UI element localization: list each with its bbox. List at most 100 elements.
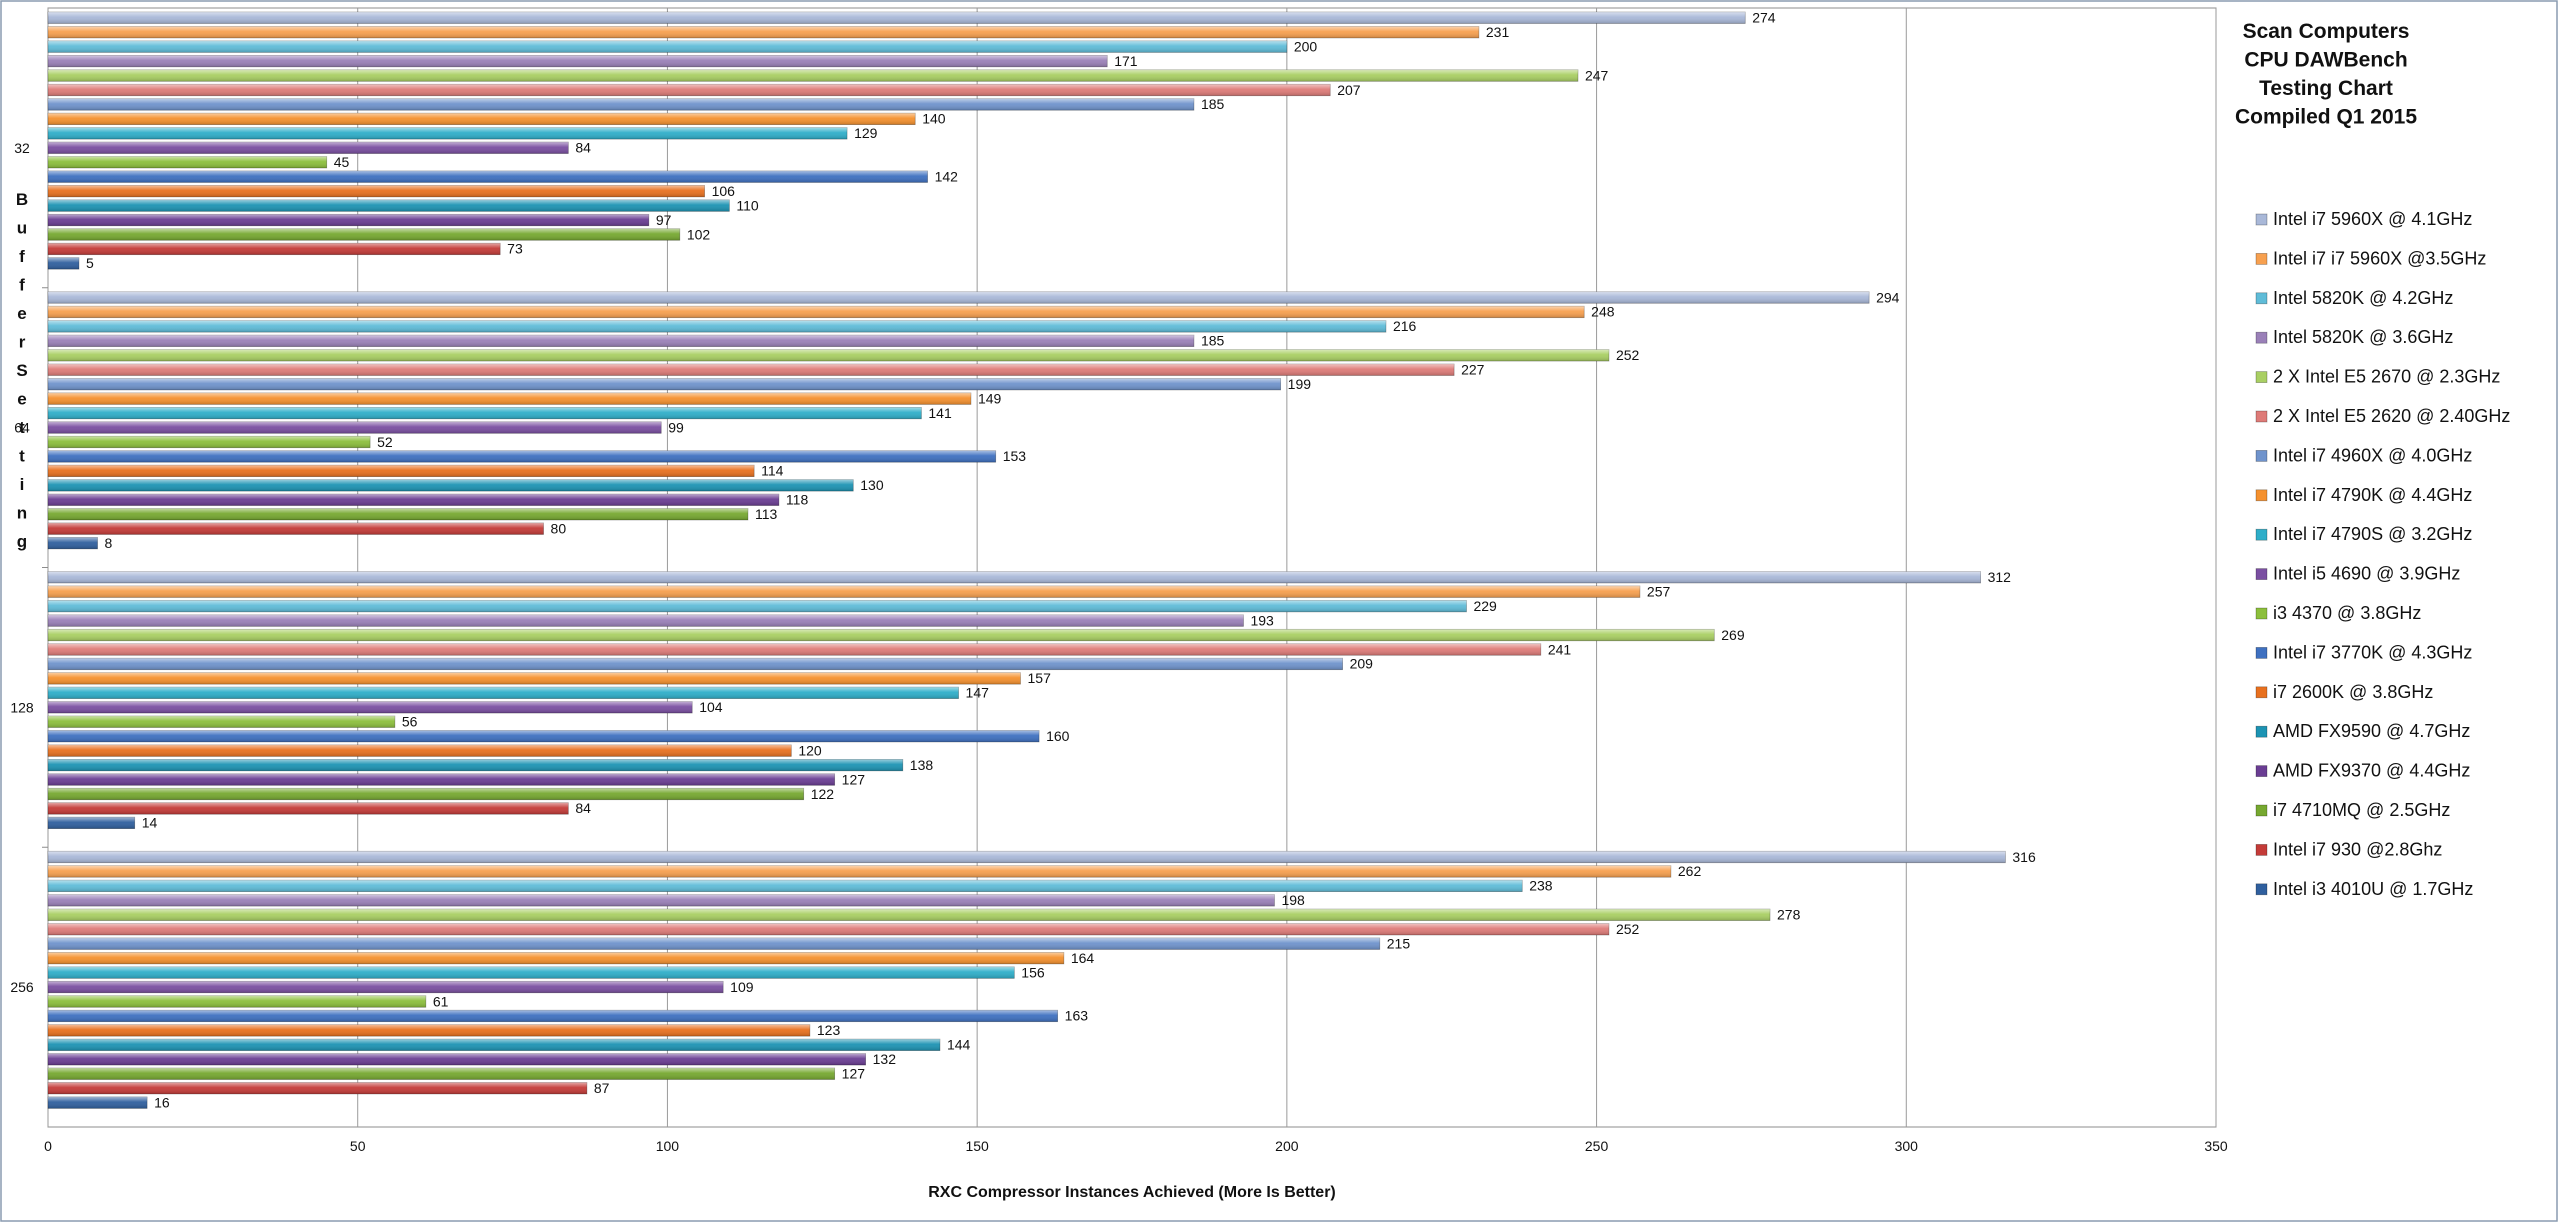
category-label: 128 (10, 699, 34, 715)
data-label: 130 (860, 477, 884, 493)
data-label: 56 (402, 714, 418, 730)
legend-swatch (2255, 213, 2268, 226)
bar-highlight (48, 320, 1386, 333)
data-label: 207 (1337, 82, 1361, 98)
data-label: 227 (1461, 362, 1485, 378)
data-label: 312 (1988, 569, 2012, 585)
data-label: 316 (2012, 849, 2036, 865)
y-axis-label-letter: B (16, 190, 28, 209)
bar-highlight (48, 69, 1578, 82)
legend-swatch (2255, 765, 2268, 777)
bar-highlight (48, 142, 569, 154)
y-axis-label-letter: n (17, 504, 27, 523)
bar (47, 730, 1040, 743)
data-label: 252 (1616, 347, 1640, 363)
data-label: 200 (1294, 38, 1318, 54)
data-label: 84 (575, 800, 591, 816)
legend-label: i7 2600K @ 3.8GHz (2273, 682, 2433, 702)
y-axis-label-letter: r (19, 333, 26, 352)
bar (47, 865, 1672, 878)
bar-highlight (48, 257, 79, 270)
data-label: 238 (1529, 878, 1553, 894)
data-label: 52 (377, 434, 393, 450)
data-label: 102 (687, 226, 711, 242)
legend-item: Intel i7 4790K @ 4.4GHz (2255, 485, 2472, 505)
title-line: Scan Computers (2243, 20, 2410, 43)
legend-swatch (2255, 686, 2268, 699)
data-label: 252 (1616, 921, 1640, 937)
y-axis-label-letter: u (17, 219, 27, 238)
bar (47, 1082, 588, 1095)
bar (47, 349, 1610, 362)
y-axis-label-letter: t (19, 418, 25, 437)
bar (47, 11, 1746, 24)
bar (47, 479, 854, 492)
bar-highlight (48, 614, 1244, 627)
bar-highlight (48, 952, 1064, 964)
bar (47, 291, 1870, 304)
bar (47, 894, 1275, 907)
legend-swatch (2255, 331, 2268, 344)
bar (47, 1024, 811, 1037)
legend-swatch (2255, 568, 2268, 580)
legend-swatch (2255, 450, 2268, 462)
bar (47, 537, 98, 550)
bar-highlight (48, 788, 804, 800)
bar-highlight (48, 1096, 148, 1109)
legend-swatch (2255, 371, 2268, 383)
legend-item: Intel 5820K @ 4.2GHz (2255, 288, 2453, 308)
data-label: 198 (1281, 892, 1305, 908)
bar (47, 407, 922, 420)
bar (47, 26, 1480, 39)
data-label: 14 (142, 815, 158, 831)
legend-swatch (2255, 844, 2268, 856)
bar-highlight (48, 1024, 810, 1037)
bar (47, 378, 1282, 391)
bar-highlight (48, 923, 1609, 935)
bar (47, 643, 1542, 656)
bar (47, 334, 1195, 347)
bar-highlight (48, 349, 1609, 362)
legend-swatch (2255, 647, 2268, 659)
bar (47, 464, 755, 477)
legend-label: Intel 5820K @ 3.6GHz (2273, 327, 2453, 347)
bar (47, 980, 724, 994)
x-tick-label: 100 (656, 1138, 680, 1154)
data-label: 248 (1591, 304, 1615, 320)
data-label: 274 (1752, 10, 1776, 26)
bar-highlight (48, 687, 959, 699)
data-label: 215 (1387, 935, 1411, 951)
bar (47, 773, 836, 786)
y-axis-label-letter: f (19, 247, 25, 266)
bar-highlight (48, 981, 724, 993)
x-tick-label: 300 (1895, 1138, 1919, 1154)
bar-highlight (48, 291, 1870, 304)
bar-highlight (48, 421, 662, 434)
bar (47, 199, 730, 212)
data-label: 80 (551, 520, 567, 536)
bar (47, 686, 959, 699)
legend-item: i7 2600K @ 3.8GHz (2255, 682, 2433, 702)
bar (47, 98, 1195, 111)
legend-swatch (2255, 528, 2268, 541)
bar (47, 908, 1771, 921)
legend-item: 2 X Intel E5 2670 @ 2.3GHz (2255, 367, 2500, 387)
data-label: 120 (798, 742, 822, 758)
data-label: 160 (1046, 728, 1070, 744)
legend-label: Intel i7 4960X @ 4.0GHz (2273, 445, 2472, 465)
data-label: 147 (966, 685, 990, 701)
legend-item: Intel i7 4790S @ 3.2GHz (2255, 524, 2472, 544)
bar-highlight (48, 378, 1281, 390)
bar-highlight (48, 508, 748, 520)
legend-label: 2 X Intel E5 2620 @ 2.40GHz (2273, 406, 2510, 426)
bar-highlight (48, 170, 928, 183)
x-tick-label: 150 (965, 1138, 989, 1154)
bar (47, 320, 1387, 333)
bar (47, 995, 427, 1008)
legend-swatch (2255, 804, 2268, 817)
legend-label: i3 4370 @ 3.8GHz (2273, 603, 2421, 623)
bar (47, 156, 328, 169)
